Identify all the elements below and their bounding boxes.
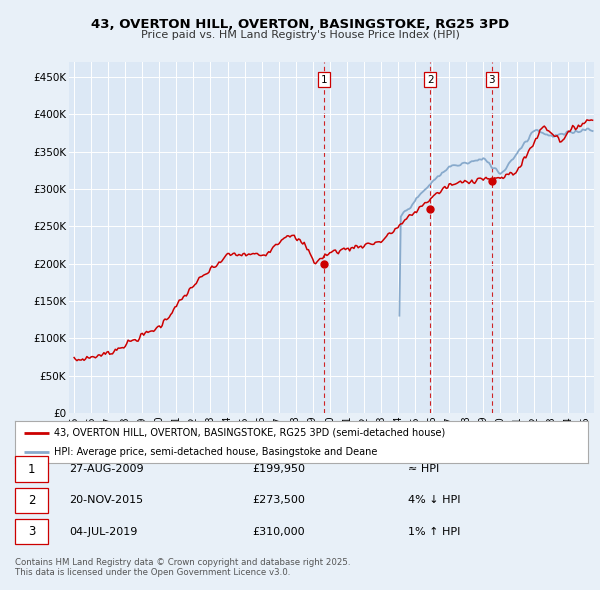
Text: 27-AUG-2009: 27-AUG-2009 (69, 464, 143, 474)
Text: 2: 2 (427, 75, 434, 85)
Text: 3: 3 (28, 525, 35, 538)
Text: Contains HM Land Registry data © Crown copyright and database right 2025.
This d: Contains HM Land Registry data © Crown c… (15, 558, 350, 577)
Text: £199,950: £199,950 (252, 464, 305, 474)
Text: £310,000: £310,000 (252, 527, 305, 536)
Text: 20-NOV-2015: 20-NOV-2015 (69, 496, 143, 505)
Text: 3: 3 (488, 75, 495, 85)
Text: £273,500: £273,500 (252, 496, 305, 505)
Text: 1: 1 (28, 463, 35, 476)
Text: 43, OVERTON HILL, OVERTON, BASINGSTOKE, RG25 3PD: 43, OVERTON HILL, OVERTON, BASINGSTOKE, … (91, 18, 509, 31)
Text: 04-JUL-2019: 04-JUL-2019 (69, 527, 137, 536)
Text: 1: 1 (320, 75, 327, 85)
Text: HPI: Average price, semi-detached house, Basingstoke and Deane: HPI: Average price, semi-detached house,… (54, 447, 377, 457)
Text: ≈ HPI: ≈ HPI (408, 464, 439, 474)
Text: 1% ↑ HPI: 1% ↑ HPI (408, 527, 460, 536)
Text: 43, OVERTON HILL, OVERTON, BASINGSTOKE, RG25 3PD (semi-detached house): 43, OVERTON HILL, OVERTON, BASINGSTOKE, … (54, 428, 445, 438)
Text: Price paid vs. HM Land Registry's House Price Index (HPI): Price paid vs. HM Land Registry's House … (140, 30, 460, 40)
Text: 2: 2 (28, 494, 35, 507)
Text: 4% ↓ HPI: 4% ↓ HPI (408, 496, 461, 505)
